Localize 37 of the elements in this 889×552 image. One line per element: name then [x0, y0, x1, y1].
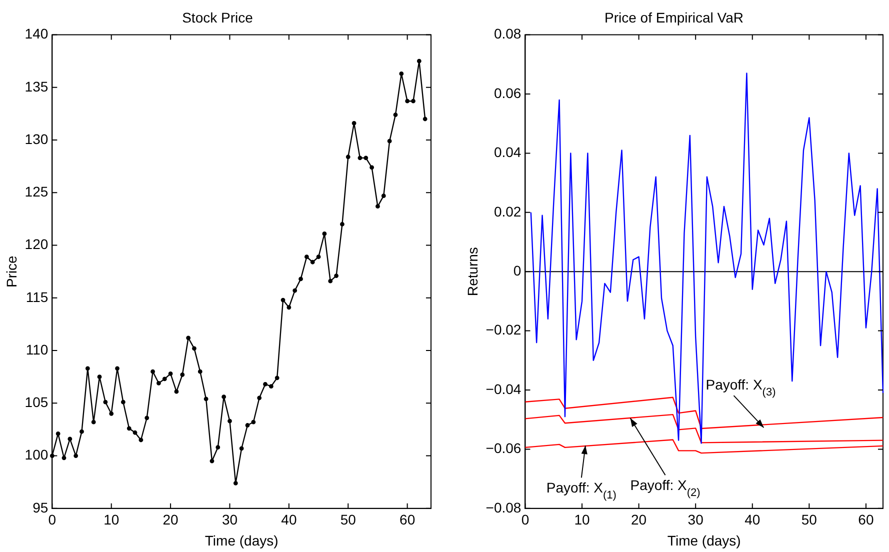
x-tick-label: 30	[688, 512, 704, 528]
y-tick-label: 135	[24, 78, 48, 94]
x-tick-label: 40	[744, 512, 760, 528]
x-tick-label: 10	[574, 512, 590, 528]
x-tick-label: 30	[222, 512, 238, 528]
y-tick-label: 140	[24, 26, 48, 42]
y-tick-label: −0.06	[486, 440, 522, 456]
x-tick-label: 40	[281, 512, 297, 528]
y-tick-label: 120	[24, 236, 48, 252]
chart-title: Stock Price	[182, 9, 254, 26]
x-axis-title: Time (days)	[667, 532, 741, 548]
y-tick-label: 0.02	[494, 203, 522, 220]
x-axis-title: Time (days)	[204, 532, 278, 548]
x-tick-label: 50	[340, 512, 356, 528]
y-tick-label: 0.04	[494, 144, 522, 160]
y-tick-label: 130	[24, 130, 48, 147]
y-tick-label: 125	[24, 184, 48, 200]
y-tick-label: 0.06	[494, 84, 522, 101]
y-tick-label: 115	[26, 288, 48, 305]
y-tick-label: 0.08	[494, 26, 522, 42]
y-tick-label: 100	[24, 446, 48, 463]
y-tick-label: −0.04	[486, 380, 522, 397]
chart-title: Price of Empirical VaR	[604, 9, 744, 26]
y-axis-title: Price	[3, 255, 20, 288]
y-tick-label: 95	[32, 499, 48, 516]
x-tick-label: 50	[801, 512, 818, 528]
x-tick-label: 10	[104, 512, 120, 528]
x-tick-label: 20	[631, 512, 647, 528]
y-tick-label: −0.08	[486, 499, 522, 516]
y-tick-label: 0	[513, 262, 522, 278]
y-tick-label: 110	[26, 341, 48, 358]
x-tick-label: 60	[400, 512, 416, 528]
x-tick-label: 20	[162, 512, 179, 528]
y-axis-title: Returns	[464, 247, 480, 296]
y-tick-label: 105	[24, 394, 48, 410]
y-tick-label: −0.02	[486, 322, 522, 338]
x-tick-label: 60	[858, 512, 874, 528]
